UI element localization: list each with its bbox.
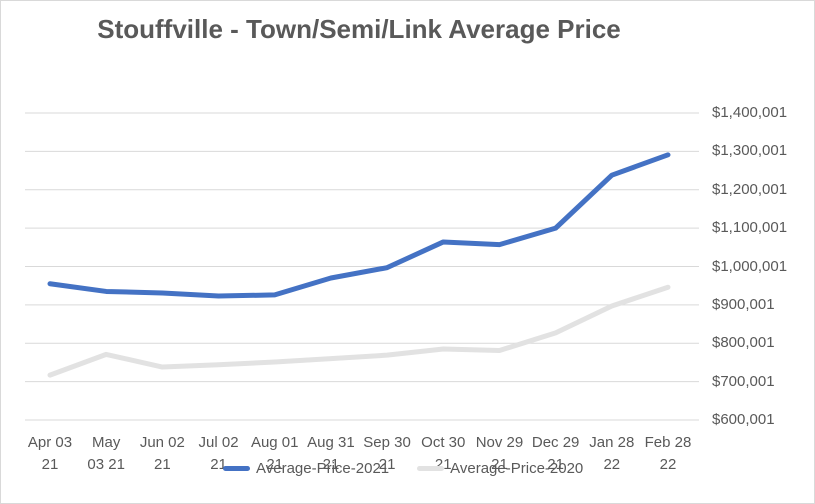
x-axis-label-line1: Feb 28	[644, 434, 692, 451]
y-axis-label: $1,100,001	[712, 219, 788, 237]
x-axis-label-line1: Nov 29	[475, 434, 524, 451]
legend-label-2021: Average-Price-2021	[256, 460, 390, 477]
series-line-average-price-2020	[47, 284, 671, 378]
x-axis-label: Nov 29 21	[466, 432, 532, 476]
x-axis-label-line2: 21	[210, 456, 227, 473]
x-axis-label-line1: Aug 31	[307, 434, 355, 451]
x-axis-label-line1: Oct 30	[421, 434, 466, 451]
chart-title: Stouffville - Town/Semi/Link Average Pri…	[97, 14, 621, 44]
legend-label-2020: Average-Price-2020	[450, 460, 584, 477]
y-axis-label: $1,200,001	[712, 180, 788, 198]
x-axis-label-line2: 22	[603, 456, 621, 473]
x-axis-label-line1: Apr 03	[27, 434, 73, 451]
x-axis-label-line1: Sep 30	[363, 434, 411, 451]
x-axis-label: Aug 31 21	[298, 432, 364, 476]
x-axis-label-line2: 21	[41, 456, 59, 473]
x-axis-label-line2: 21	[154, 456, 171, 473]
y-axis-label: $1,000,001	[712, 257, 788, 275]
x-axis-label-line2: 21	[378, 456, 396, 473]
x-axis-label: Jan 28 22	[579, 432, 645, 476]
legend-item-2021: Average-Price-2021	[223, 460, 389, 477]
x-axis-label: May 03 21	[73, 432, 139, 476]
x-axis-label-line2: 22	[659, 456, 677, 473]
legend-item-2020: Average-Price-2020	[417, 460, 583, 477]
x-axis-label-line1: Jan 28	[589, 434, 635, 451]
x-axis-label: Jul 02 21	[186, 432, 252, 476]
y-axis-label: $600,001	[712, 411, 775, 428]
x-axis-label: Sep 30 21	[354, 432, 420, 476]
x-axis-label: Oct 30 21	[410, 432, 476, 476]
legend-swatch-2021-line	[223, 466, 250, 471]
y-axis-label: $800,001	[712, 334, 775, 352]
y-axis-label: $1,300,001	[712, 142, 788, 160]
x-axis-label-line2: 21	[491, 456, 508, 473]
y-axis-label: $900,001	[712, 295, 775, 313]
legend: Average-Price-2021 Average-Price-2020	[223, 460, 583, 477]
legend-swatch-2020-line	[417, 466, 445, 471]
x-axis-label-line2: 21	[322, 456, 340, 473]
x-axis-label-line1: Aug 01	[250, 434, 299, 451]
x-axis-label: Dec 29 21	[523, 432, 589, 476]
x-axis-label-line2: 03 21	[87, 456, 125, 473]
x-axis-label-line2: 21	[266, 456, 284, 473]
x-axis-label-line2: 21	[547, 456, 564, 473]
x-axis-label-line1: Jun 02	[139, 434, 185, 451]
x-axis-label: Aug 01 21	[242, 432, 308, 476]
series-line-average-price-2021	[47, 152, 671, 299]
x-axis-label: Apr 03 21	[17, 432, 83, 476]
x-axis-label-line1: Jul 02	[198, 434, 239, 451]
y-axis-label: $1,400,001	[712, 104, 788, 121]
x-axis-label: Feb 28 22	[635, 432, 701, 476]
x-axis-label-line1: Dec 29	[531, 434, 580, 451]
x-axis-label-line1: May	[92, 434, 121, 451]
y-axis-label: $700,001	[712, 372, 775, 390]
x-axis-label: Jun 02 21	[129, 432, 195, 476]
